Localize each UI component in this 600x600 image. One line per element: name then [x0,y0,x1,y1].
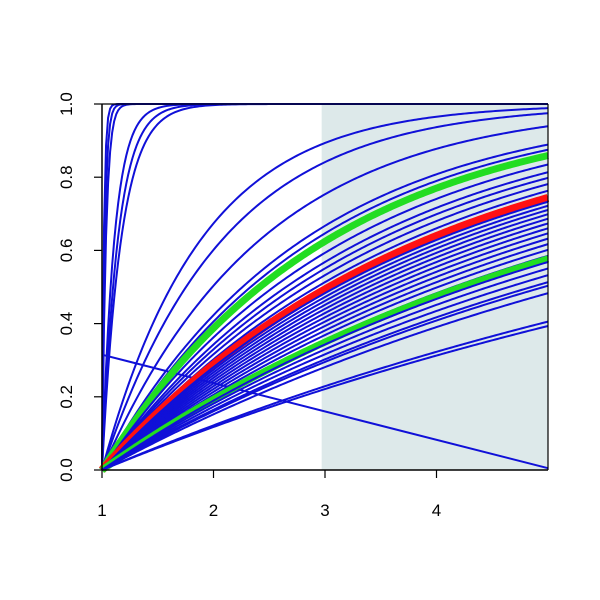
series-line-37 [101,292,549,471]
y-tick-label-0: 0.0 [57,458,76,482]
x-tick-label-1: 2 [209,501,218,520]
series-line-15 [101,176,549,471]
series-line-24 [101,222,549,471]
series-layer [99,103,550,473]
axes-layer [101,103,549,471]
y-tick-label-5: 1.0 [57,92,76,116]
series-line-9 [101,125,549,471]
x-tick-label-2: 3 [320,501,329,520]
series-line-28 [101,243,549,471]
series-line-21 [101,208,549,471]
series-line-10 [101,143,549,471]
y-tick-label-1: 0.2 [57,385,76,409]
series-line-26 [101,232,549,471]
series-line-8 [101,112,549,471]
shaded-region [321,104,548,470]
x-tick-label-0: 1 [97,501,106,520]
series-line-18 [99,194,550,473]
y-tick-label-2: 0.4 [57,312,76,336]
y-tick-label-4: 0.8 [57,165,76,189]
series-line-25 [101,227,549,471]
series-line-0 [101,353,549,470]
series-line-39 [101,325,549,471]
series-line-38 [101,320,549,471]
series-line-23 [101,217,549,471]
series-line-19 [101,200,549,471]
series-line-27 [101,237,549,471]
series-line-13 [101,163,549,471]
series-line-22 [101,213,549,471]
series-line-34 [101,274,549,471]
series-line-14 [101,171,549,471]
series-line-20 [101,204,549,471]
x-tick-label-3: 4 [432,501,441,520]
series-line-16 [101,183,549,471]
series-line-12 [99,152,550,472]
series-line-7 [101,107,549,471]
ticks-layer: 1 2 3 4 0.0 0.2 0.4 0.6 0.8 1.0 [57,92,441,520]
series-line-33 [101,267,549,471]
y-tick-label-3: 0.6 [57,239,76,263]
series-line-36 [101,284,549,471]
series-line-32 [101,261,549,471]
